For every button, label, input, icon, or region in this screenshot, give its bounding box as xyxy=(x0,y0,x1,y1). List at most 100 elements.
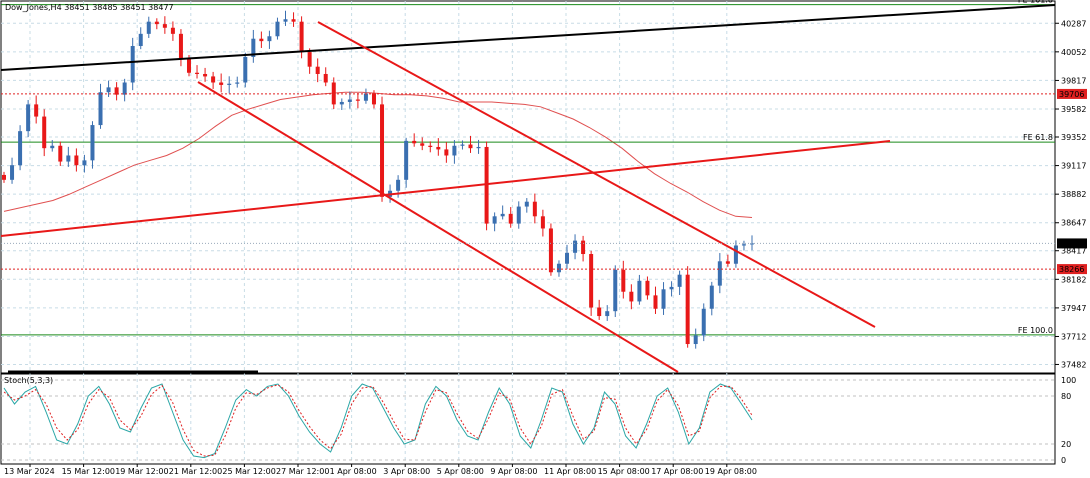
price-tick-label: 38647 xyxy=(1061,219,1086,228)
candle-body xyxy=(178,33,183,59)
price-tick-label: 39582 xyxy=(1061,105,1086,114)
candle-body xyxy=(540,216,545,229)
candle-body xyxy=(436,146,441,150)
moving-average xyxy=(3,91,753,218)
candle-body xyxy=(548,228,553,273)
candle-body xyxy=(484,146,489,224)
candle-body xyxy=(428,145,433,147)
candle-body xyxy=(452,145,457,156)
stoch-label: Stoch(5,3,3) xyxy=(4,376,53,385)
candle-body xyxy=(508,213,513,224)
fibo-label: FE 161.8 xyxy=(1018,0,1053,5)
candle-body xyxy=(669,286,674,290)
price-tags: 39706 38266 38477 xyxy=(1,88,1087,275)
time-label: 19 Apr 08:00 xyxy=(705,467,757,476)
time-label: 3 Apr 08:00 xyxy=(383,467,430,476)
price-tick-label: 40287 xyxy=(1061,19,1086,28)
candle-body xyxy=(645,280,650,296)
candle-body xyxy=(98,92,103,126)
price-tick-label: 39352 xyxy=(1061,133,1086,142)
time-label: 9 Apr 08:00 xyxy=(490,467,537,476)
candle-body xyxy=(363,93,368,101)
candle-body xyxy=(347,99,352,102)
fibo-levels: FE 161.8 FE 61.8 FE 100.0 xyxy=(1,0,1055,336)
price-tick-label: 38882 xyxy=(1061,190,1086,199)
candle-body xyxy=(106,87,111,93)
candle-body xyxy=(170,27,175,34)
time-label: 15 Apr 08:00 xyxy=(598,467,650,476)
candle-body xyxy=(404,140,409,180)
candle-body xyxy=(396,179,401,191)
candle-body xyxy=(203,73,208,77)
candle-body xyxy=(693,335,698,345)
candle-body xyxy=(556,263,561,273)
channel-red-upper[interactable] xyxy=(317,21,876,328)
candle-body xyxy=(162,24,167,28)
candle-body xyxy=(267,36,272,42)
candle-body xyxy=(219,82,224,85)
candle-body xyxy=(412,140,417,144)
candle-body xyxy=(10,165,15,180)
stoch-signal-line xyxy=(3,384,753,457)
candle-body xyxy=(589,254,594,308)
trendline-black-upper[interactable] xyxy=(0,4,1056,71)
candle-body xyxy=(629,291,634,302)
price-tick-label: 39117 xyxy=(1061,162,1086,171)
price-tick-label: 40052 xyxy=(1061,48,1086,57)
candle-body xyxy=(532,201,537,217)
stoch-frame xyxy=(0,373,1056,465)
candle-body xyxy=(90,125,95,161)
price-tick-label: 37482 xyxy=(1061,360,1086,369)
stoch-level-label: 80 xyxy=(1061,392,1071,401)
candle-body xyxy=(685,274,690,345)
candle-body xyxy=(380,104,385,197)
candle-body xyxy=(2,174,6,180)
candle-body xyxy=(18,131,23,166)
time-label: 5 Apr 08:00 xyxy=(437,467,484,476)
price-tick-label: 37712 xyxy=(1061,332,1086,341)
price-tick-label: 39817 xyxy=(1061,76,1086,85)
main-chart-frame xyxy=(0,0,1056,374)
candle-body xyxy=(717,261,722,286)
candle-body xyxy=(355,99,360,101)
candle-body xyxy=(66,155,71,162)
candle-body xyxy=(58,145,63,162)
price-tick-label: 38417 xyxy=(1061,247,1086,256)
candle-body xyxy=(122,82,127,95)
candle-body xyxy=(476,146,481,149)
ma-line xyxy=(3,91,753,218)
price-tick-label: 37947 xyxy=(1061,304,1086,313)
candle-body xyxy=(195,72,200,74)
chart-title: Dow_Jones,H4 38451 38485 38451 38477 xyxy=(5,3,174,12)
candle-body xyxy=(524,201,529,207)
current-price-label: 38477 xyxy=(1059,239,1084,248)
candle-body xyxy=(565,252,570,264)
candle-body xyxy=(34,104,39,117)
candle-body xyxy=(146,21,151,34)
time-label: 19 Mar 12:00 xyxy=(115,467,168,476)
candle-body xyxy=(251,38,256,57)
channel-red-lower[interactable] xyxy=(197,81,679,373)
candle-body xyxy=(492,216,497,224)
candle-body xyxy=(468,144,473,149)
time-label: 25 Mar 12:00 xyxy=(222,467,275,476)
candle-body xyxy=(74,155,79,166)
candle-body xyxy=(339,101,344,105)
candle-body xyxy=(154,21,159,25)
candle-body xyxy=(500,213,505,217)
stoch-level-label: 100 xyxy=(1061,376,1076,385)
candle-body xyxy=(420,143,425,146)
candle-body xyxy=(653,295,658,309)
candle-body xyxy=(235,82,240,84)
price-tag-label: 38266 xyxy=(1059,265,1084,274)
candle-body xyxy=(211,76,216,83)
candle-body xyxy=(581,240,586,255)
time-label: 13 Mar 2024 xyxy=(4,467,55,476)
candle-body xyxy=(130,46,135,83)
candle-body xyxy=(613,269,618,312)
candle-body xyxy=(677,274,682,287)
candle-body xyxy=(307,52,312,67)
trendline-red-rising[interactable] xyxy=(0,140,891,237)
candle-body xyxy=(138,33,143,47)
